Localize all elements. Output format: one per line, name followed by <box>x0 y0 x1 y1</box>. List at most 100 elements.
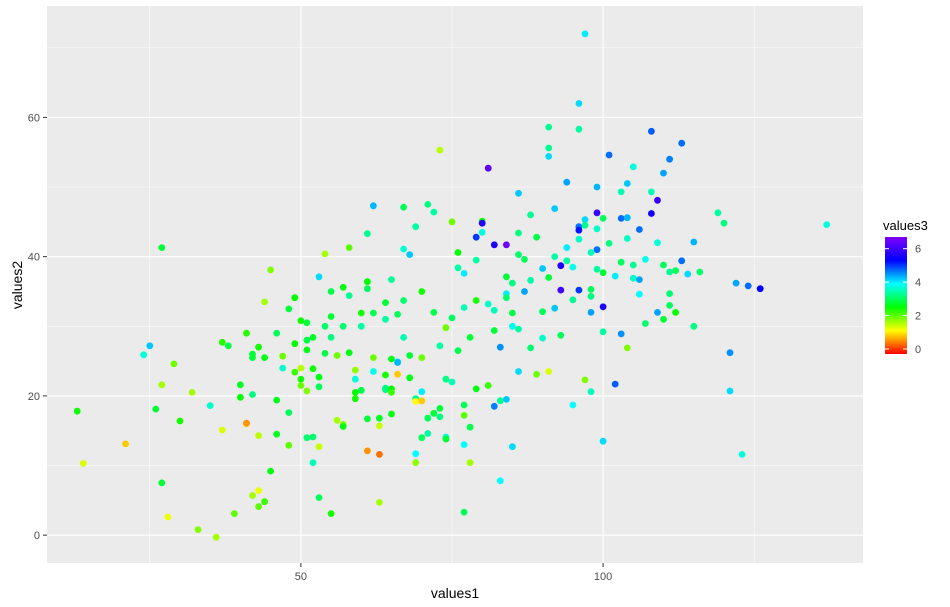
data-point <box>617 188 625 196</box>
data-point <box>654 309 661 316</box>
data-point <box>412 459 420 467</box>
data-point <box>454 249 462 256</box>
data-point <box>382 371 389 379</box>
data-point <box>255 432 262 439</box>
data-point <box>587 286 595 293</box>
data-point <box>587 388 595 396</box>
data-point <box>678 257 686 265</box>
data-point <box>418 354 426 361</box>
data-point <box>176 417 184 425</box>
data-point <box>303 346 311 354</box>
data-point <box>194 526 202 533</box>
data-point <box>394 311 401 318</box>
data-point <box>406 251 414 258</box>
data-point <box>321 322 329 330</box>
data-point <box>333 416 341 424</box>
data-point <box>617 215 625 222</box>
data-point <box>617 258 625 266</box>
data-point <box>599 215 607 222</box>
data-point <box>484 382 492 389</box>
data-point <box>382 384 389 392</box>
data-point <box>376 499 383 506</box>
data-point <box>581 376 589 384</box>
data-point <box>581 30 589 38</box>
data-point <box>539 334 546 342</box>
data-point <box>551 253 559 260</box>
data-point <box>557 262 565 270</box>
y-tick-label: 20 <box>28 391 40 403</box>
data-point <box>388 410 395 418</box>
data-point <box>430 208 438 216</box>
data-point <box>527 344 534 352</box>
data-point <box>424 201 432 208</box>
data-point <box>376 414 383 422</box>
data-point <box>678 139 686 147</box>
data-point <box>478 219 486 227</box>
data-point <box>297 375 305 383</box>
data-point <box>496 477 504 485</box>
data-point <box>315 494 323 501</box>
data-point <box>170 360 178 368</box>
data-point <box>642 320 649 327</box>
data-point <box>400 297 407 304</box>
data-point <box>315 373 323 381</box>
data-point <box>636 290 643 298</box>
data-point <box>297 382 305 389</box>
data-point <box>636 226 643 233</box>
data-point <box>249 391 256 398</box>
data-point <box>448 218 456 226</box>
legend-ticks: 0 2 4 6 <box>885 244 921 356</box>
data-point <box>255 343 262 351</box>
data-point <box>756 285 764 293</box>
data-point <box>370 368 377 375</box>
data-point <box>164 513 172 521</box>
data-point <box>648 188 655 196</box>
data-point <box>460 412 468 419</box>
data-point <box>364 447 371 455</box>
data-point <box>503 241 510 249</box>
data-point <box>660 169 667 177</box>
data-point <box>255 487 262 494</box>
data-point <box>823 221 831 229</box>
data-point <box>291 368 299 376</box>
data-point <box>569 263 577 271</box>
data-point <box>460 508 468 516</box>
data-point <box>249 492 256 499</box>
data-point <box>188 389 196 396</box>
data-point <box>545 368 553 375</box>
data-point <box>285 409 293 416</box>
data-point <box>732 279 740 287</box>
data-point <box>364 415 371 423</box>
data-point <box>690 322 698 330</box>
data-point <box>460 304 468 311</box>
data-point <box>388 276 395 283</box>
data-point <box>496 343 504 351</box>
data-point <box>436 413 444 421</box>
data-point <box>563 257 571 265</box>
data-point <box>593 225 601 233</box>
data-point <box>418 288 426 295</box>
data-point <box>303 319 311 327</box>
data-point <box>642 256 649 263</box>
data-point <box>424 430 432 437</box>
data-point <box>273 430 281 438</box>
data-point <box>515 368 522 375</box>
data-point <box>424 414 432 422</box>
data-point <box>569 296 577 304</box>
data-point <box>327 334 335 341</box>
data-point <box>351 366 359 374</box>
data-point <box>466 334 474 341</box>
data-point <box>448 314 456 322</box>
data-point <box>557 331 565 339</box>
data-point <box>509 322 516 330</box>
data-point <box>515 251 522 258</box>
data-point <box>557 286 565 294</box>
data-point <box>339 283 347 291</box>
color-legend: values3 0 2 4 6 <box>883 218 928 356</box>
data-point <box>303 387 311 395</box>
data-point <box>654 196 661 204</box>
data-point <box>273 396 281 404</box>
y-tick-label: 40 <box>28 252 40 264</box>
data-point <box>418 397 426 405</box>
grid-lines <box>47 6 863 563</box>
